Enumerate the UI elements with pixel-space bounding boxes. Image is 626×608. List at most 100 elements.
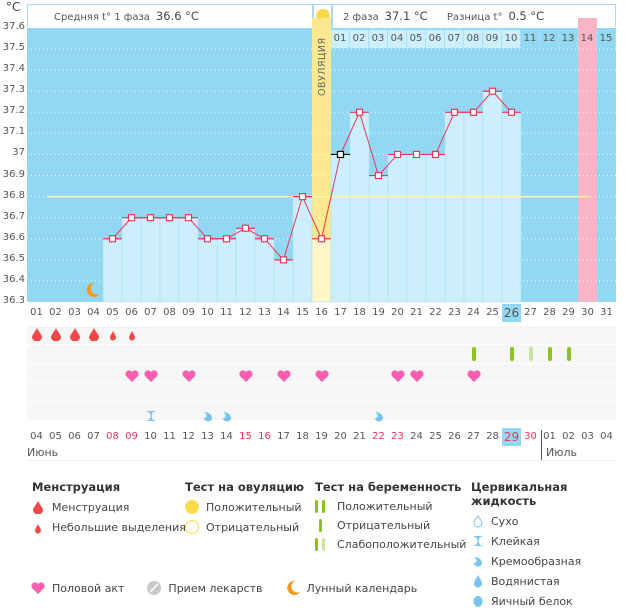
date-label[interactable]: 04 bbox=[600, 431, 613, 442]
menstruation-drop-icon[interactable] bbox=[46, 324, 65, 344]
cycle-day-label[interactable]: 04 bbox=[87, 307, 100, 318]
pregnancy-test-icon[interactable] bbox=[464, 344, 483, 364]
temperature-point bbox=[203, 235, 212, 243]
date-label[interactable]: 11 bbox=[163, 431, 176, 442]
luteal-day-label: 11 bbox=[521, 30, 540, 48]
cycle-day-label[interactable]: 21 bbox=[410, 307, 423, 318]
cycle-day-label[interactable]: 17 bbox=[334, 307, 347, 318]
cycle-day-label[interactable]: 12 bbox=[239, 307, 252, 318]
date-label[interactable]: 21 bbox=[353, 431, 366, 442]
heart-icon[interactable] bbox=[274, 366, 293, 386]
heart-icon[interactable] bbox=[236, 366, 255, 386]
pregnancy-test-icon[interactable] bbox=[521, 344, 540, 364]
cycle-day-label[interactable]: 30 bbox=[581, 307, 594, 318]
menstruation-drop-icon[interactable] bbox=[65, 324, 84, 344]
cycle-day-label[interactable]: 24 bbox=[467, 307, 480, 318]
date-label[interactable]: 02 bbox=[562, 431, 575, 442]
temperature-bar bbox=[444, 112, 465, 303]
pregnancy-test-icon[interactable] bbox=[502, 344, 521, 364]
date-label[interactable]: 20 bbox=[334, 431, 347, 442]
cycle-day-label[interactable]: 07 bbox=[144, 307, 157, 318]
cycle-day-label[interactable]: 10 bbox=[201, 307, 214, 318]
date-label[interactable]: 26 bbox=[448, 431, 461, 442]
cycle-day-label[interactable]: 13 bbox=[258, 307, 271, 318]
date-label[interactable]: 04 bbox=[30, 431, 43, 442]
cycle-day-label[interactable]: 19 bbox=[372, 307, 385, 318]
menstruation-drop-icon[interactable] bbox=[84, 324, 103, 344]
luteal-day-label: 05 bbox=[407, 30, 426, 48]
date-label[interactable]: 12 bbox=[182, 431, 195, 442]
y-tick-label: 36.3 bbox=[2, 295, 25, 306]
cycle-day-label[interactable]: 03 bbox=[68, 307, 81, 318]
cycle-day-label[interactable]: 23 bbox=[448, 307, 461, 318]
heart-icon[interactable] bbox=[407, 366, 426, 386]
cycle-day-label[interactable]: 25 bbox=[486, 307, 499, 318]
temperature-bar bbox=[311, 238, 332, 303]
cervical-creamy-icon[interactable] bbox=[217, 406, 236, 426]
heart-icon[interactable] bbox=[464, 366, 483, 386]
date-label[interactable]: 30 bbox=[524, 431, 537, 442]
date-label[interactable]: 01 bbox=[543, 431, 556, 442]
date-label[interactable]: 10 bbox=[144, 431, 157, 442]
legend-label: Яичный белок bbox=[491, 594, 573, 608]
cycle-day-label[interactable]: 28 bbox=[543, 307, 556, 318]
heart-icon[interactable] bbox=[141, 366, 160, 386]
heart-icon[interactable] bbox=[122, 366, 141, 386]
date-label[interactable]: 05 bbox=[49, 431, 62, 442]
heart-icon[interactable] bbox=[179, 366, 198, 386]
cycle-day-label[interactable]: 02 bbox=[49, 307, 62, 318]
cervical-sticky-icon[interactable] bbox=[141, 406, 160, 426]
cycle-day-label[interactable]: 27 bbox=[524, 307, 537, 318]
cycle-day-label[interactable]: 01 bbox=[30, 307, 43, 318]
date-label[interactable]: 17 bbox=[277, 431, 290, 442]
cycle-day-label[interactable]: 31 bbox=[600, 307, 613, 318]
cycle-day-label[interactable]: 14 bbox=[277, 307, 290, 318]
date-label[interactable]: 06 bbox=[68, 431, 81, 442]
date-label[interactable]: 19 bbox=[315, 431, 328, 442]
cycle-day-label[interactable]: 16 bbox=[315, 307, 328, 318]
pregnancy-test-icon[interactable] bbox=[540, 344, 559, 364]
date-label[interactable]: 23 bbox=[391, 431, 404, 442]
cycle-day-label[interactable]: 18 bbox=[353, 307, 366, 318]
date-label[interactable]: 18 bbox=[296, 431, 309, 442]
current-cycle-day[interactable]: 26 bbox=[502, 304, 521, 322]
date-label[interactable]: 22 bbox=[372, 431, 385, 442]
spotting-drop-icon[interactable] bbox=[103, 324, 122, 344]
cycle-day-label[interactable]: 05 bbox=[106, 307, 119, 318]
date-label[interactable]: 08 bbox=[106, 431, 119, 442]
divider bbox=[27, 460, 616, 461]
legend-item-eggwhite: Яичный белок bbox=[471, 594, 626, 608]
date-label[interactable]: 03 bbox=[581, 431, 594, 442]
luteal-day-label: 06 bbox=[426, 30, 445, 48]
date-label[interactable]: 16 bbox=[258, 431, 271, 442]
date-label[interactable]: 14 bbox=[220, 431, 233, 442]
date-label[interactable]: 28 bbox=[486, 431, 499, 442]
cycle-day-label[interactable]: 06 bbox=[125, 307, 138, 318]
date-label[interactable]: 27 bbox=[467, 431, 480, 442]
temperature-bar bbox=[368, 175, 389, 303]
cycle-day-label[interactable]: 20 bbox=[391, 307, 404, 318]
heart-icon[interactable] bbox=[312, 366, 331, 386]
y-axis-unit: °C bbox=[6, 0, 21, 14]
date-label[interactable]: 09 bbox=[125, 431, 138, 442]
cycle-day-label[interactable]: 15 bbox=[296, 307, 309, 318]
cycle-day-label[interactable]: 09 bbox=[182, 307, 195, 318]
date-label[interactable]: 24 bbox=[410, 431, 423, 442]
pregnancy-test-icon[interactable] bbox=[559, 344, 578, 364]
cycle-day-label[interactable]: 08 bbox=[163, 307, 176, 318]
heart-icon[interactable] bbox=[388, 366, 407, 386]
today-date[interactable]: 29 bbox=[502, 428, 521, 446]
date-label[interactable]: 25 bbox=[429, 431, 442, 442]
y-tick-label: 36.7 bbox=[2, 210, 25, 222]
temperature-point bbox=[298, 193, 307, 201]
date-label[interactable]: 13 bbox=[201, 431, 214, 442]
cycle-day-label[interactable]: 29 bbox=[562, 307, 575, 318]
cervical-creamy-icon[interactable] bbox=[198, 406, 217, 426]
spotting-drop-icon[interactable] bbox=[122, 324, 141, 344]
cervical-creamy-icon[interactable] bbox=[369, 406, 388, 426]
cycle-day-label[interactable]: 11 bbox=[220, 307, 233, 318]
menstruation-drop-icon[interactable] bbox=[27, 324, 46, 344]
cycle-day-label[interactable]: 22 bbox=[429, 307, 442, 318]
date-label[interactable]: 15 bbox=[239, 431, 252, 442]
date-label[interactable]: 07 bbox=[87, 431, 100, 442]
